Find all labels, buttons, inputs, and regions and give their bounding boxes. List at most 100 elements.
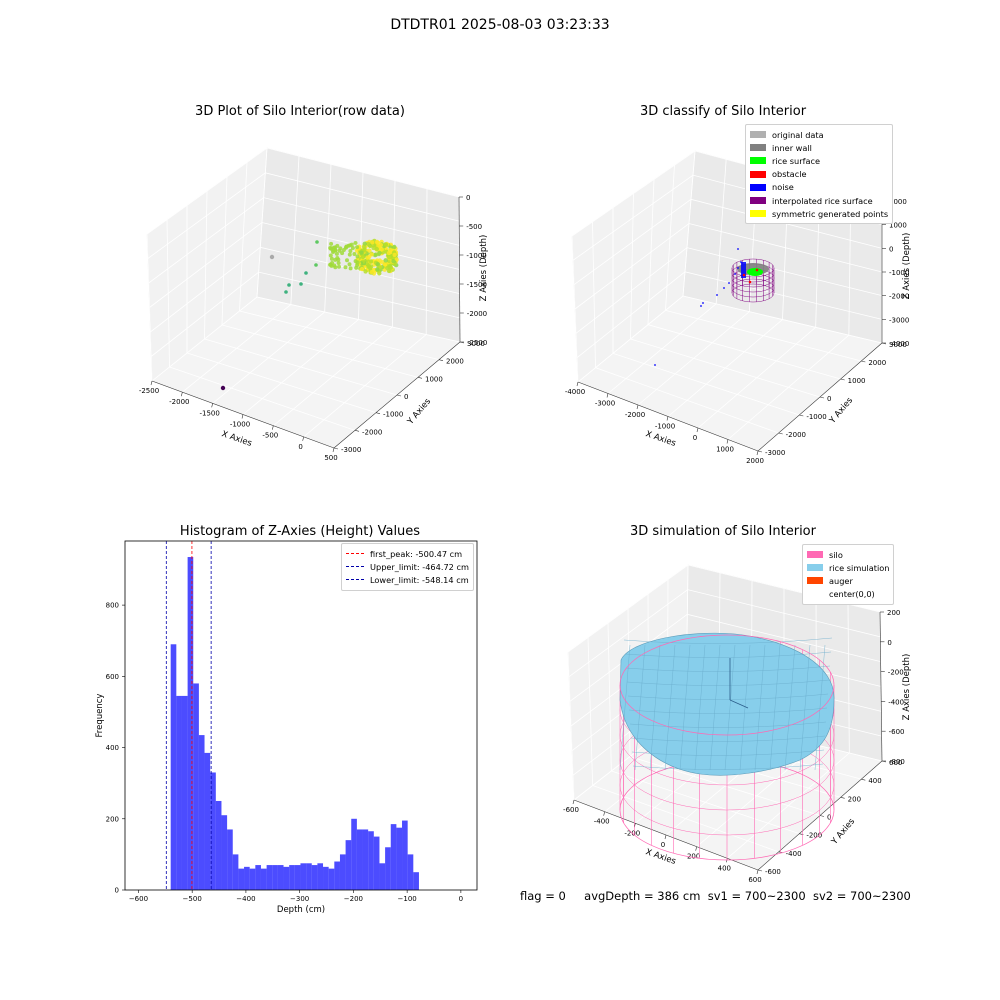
panel2-noise-point [716, 294, 718, 296]
histogram-y-tick-label: 400 [106, 744, 119, 752]
legend-label: inner wall [772, 142, 812, 153]
panel1-x-label: X Axies [220, 429, 253, 449]
panel4-y-tick [757, 869, 763, 872]
panel1-x-tick [332, 447, 335, 453]
legend-label: silo [829, 549, 843, 560]
panel4-z-tick-label: -600 [889, 728, 905, 736]
panel2-y-tick [840, 378, 845, 381]
panel1-data-point [363, 269, 368, 274]
panel1-x-tick [181, 392, 183, 397]
panel2-y-tick [799, 414, 804, 417]
panel2-noise-point [654, 364, 656, 366]
panel1-gridline [146, 147, 460, 235]
panel2-noise-point [702, 302, 704, 304]
panel1-y-tick [417, 377, 423, 379]
panel1-data-point [360, 254, 366, 260]
legend-label: Upper_limit: -464.72 cm [370, 561, 469, 572]
legend-label: interpolated rice surface [772, 195, 873, 206]
histogram-bar [311, 865, 318, 890]
figure-title: DTDTR01 2025-08-03 03:23:33 [390, 17, 610, 33]
panel4-rice-mesh [630, 735, 826, 742]
panel2-y-tick [778, 432, 783, 435]
panel4-legend-entry: auger [807, 574, 889, 587]
histogram-bar [351, 818, 357, 890]
histogram-bar [272, 865, 278, 890]
panel2-legend-entry: obstacle [750, 168, 888, 181]
panel4-z-tick-label: -800 [889, 758, 905, 766]
panel4-y-tick-label: 0 [827, 814, 831, 822]
panel1-data-point [383, 258, 388, 263]
panel1-data-point [328, 262, 333, 267]
panel2-noise-point [737, 248, 739, 250]
panel4-x-label: X Axies [644, 847, 677, 867]
panel2-y-tick-label: -1000 [806, 413, 826, 421]
panel2-x-label: X Axies [644, 429, 677, 449]
panel1-data-point [333, 265, 338, 270]
panel4-z-tick-label: -200 [888, 669, 904, 677]
panel1-data-point [353, 259, 358, 264]
panel2-title: 3D classify of Silo Interior [639, 104, 807, 119]
panel1-y-tick [375, 412, 381, 414]
panel4-rice-mesh [627, 693, 829, 700]
panel4-rice-mesh [709, 644, 721, 771]
panel4-x-tick [664, 834, 667, 840]
panel1-z-axis-line [458, 196, 461, 343]
panel1-outlier-point [299, 282, 303, 286]
panel1-data-point [372, 252, 378, 258]
panel1-data-point [348, 266, 353, 271]
histogram-bar [170, 644, 177, 890]
panel4-x-tick-label: 0 [661, 841, 665, 849]
panel4-rice-mesh [649, 644, 661, 771]
histogram-bar [176, 695, 182, 890]
histogram-bar [238, 868, 245, 890]
panel1-data-point [366, 241, 371, 247]
panel1-data-point [329, 241, 334, 246]
panel1-x-tick-label: -1000 [230, 421, 250, 429]
legend-swatch [807, 551, 823, 559]
histogram-bar [255, 865, 261, 890]
panel1-gridline [239, 162, 440, 361]
panel4-y-tick [819, 815, 825, 817]
panel1-data-point [382, 262, 388, 267]
histogram-bar [334, 861, 340, 890]
panel4-legend-entry: center(0,0) [807, 588, 889, 601]
histogram-bar [277, 865, 284, 890]
panel4-x-tick [572, 799, 575, 805]
legend-line-sample [346, 566, 364, 568]
legend-swatch [807, 577, 823, 585]
panel2-gridline [665, 165, 862, 362]
histogram-bar [294, 865, 301, 890]
panel4-rice-mesh [814, 644, 826, 771]
panel4-legend: silo rice simulation auger center(0,0) [802, 544, 895, 605]
panel1-x-tick-label: 500 [324, 454, 337, 462]
panel4-rice-mesh [628, 707, 828, 714]
panel2-y-tick-label: -2000 [786, 431, 806, 439]
histogram-x-tick-label: 0 [459, 895, 463, 903]
panel2-noise-point [734, 273, 736, 275]
panel1-z-tick-label: -2500 [467, 339, 487, 347]
panel1-outlier-point [287, 283, 291, 287]
histogram-bar [379, 863, 386, 890]
panel2-x-tick-label: -4000 [565, 388, 585, 396]
histogram-x-tick-label: −500 [183, 895, 202, 903]
panel4-legend-entry: rice simulation [807, 561, 889, 574]
panel2-x-tick [576, 381, 579, 387]
panel2-z-tick-label: -4000 [889, 340, 909, 348]
panel1-data-point [355, 254, 360, 259]
histogram-bar [266, 865, 273, 890]
panel1-z-tick-label: -1000 [466, 252, 486, 260]
histogram-bar [181, 695, 188, 890]
panel1-data-point [370, 240, 375, 245]
panel2-legend-entry: noise [750, 181, 888, 194]
histogram-bar [323, 866, 329, 890]
panel1-data-point [350, 246, 355, 250]
histogram-bar [210, 772, 216, 890]
panel2-x-tick-label: -1000 [655, 423, 675, 431]
panel1-data-point [371, 245, 376, 251]
panel1-y-tick-label: 2000 [446, 358, 464, 366]
legend-swatch [750, 157, 766, 165]
panel2-x-tick [606, 393, 609, 398]
panel1-data-point [378, 242, 384, 248]
panel1-y-tick [354, 430, 360, 432]
legend-label: first_peak: -500.47 cm [370, 548, 463, 559]
